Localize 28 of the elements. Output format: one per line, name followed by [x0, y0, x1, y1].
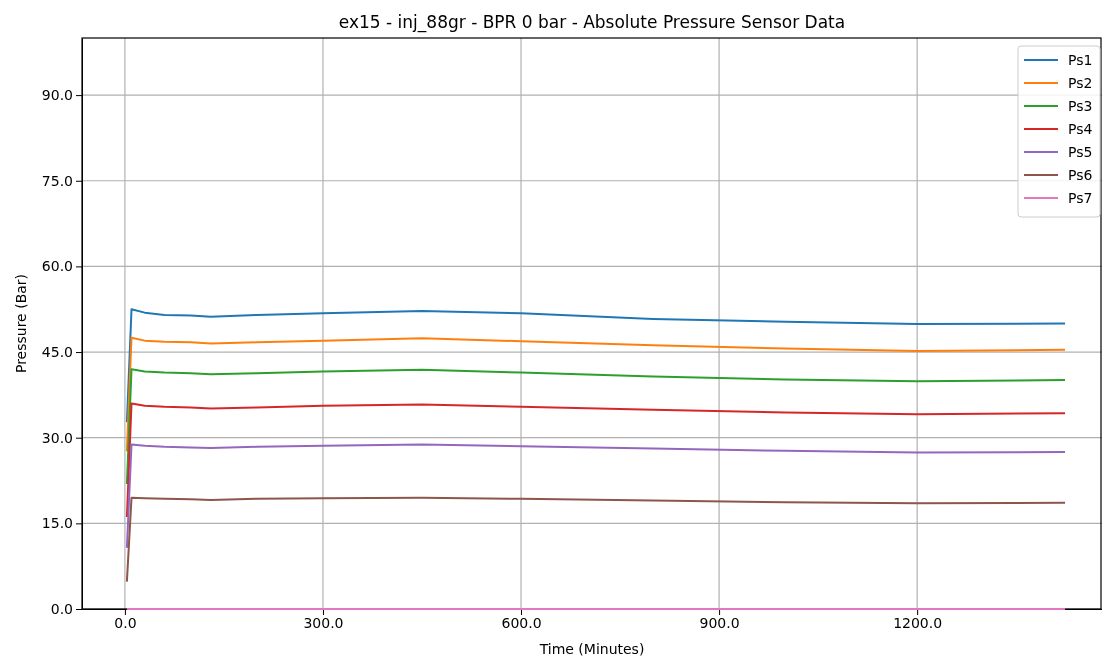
legend-label: Ps3: [1068, 98, 1093, 114]
y-tick-label: 30.0: [41, 429, 73, 446]
line-series: [125, 368, 1067, 485]
legend-label: Ps4: [1068, 121, 1093, 137]
y-tick-label: 15.0: [41, 515, 73, 532]
x-tick-label: 1200.0: [893, 614, 943, 631]
y-tick-label: 45.0: [41, 344, 73, 361]
y-tick-label: 0.0: [50, 600, 73, 617]
x-tick-label: 0.0: [114, 614, 137, 631]
y-tick-label: 75.0: [41, 172, 73, 189]
line-series: [125, 402, 1067, 519]
y-tick-label: 60.0: [41, 258, 73, 275]
line-series: [125, 308, 1067, 424]
y-tick-label: 90.0: [41, 87, 73, 104]
legend-label: Ps2: [1068, 75, 1093, 91]
x-tick-label: 300.0: [303, 614, 344, 631]
legend-label: Ps5: [1068, 144, 1093, 160]
legend-label: Ps7: [1068, 190, 1093, 206]
line-series: [125, 496, 1067, 583]
chart-title: ex15 - inj_88gr - BPR 0 bar - Absolute Pressure Sensor Data: [338, 12, 846, 33]
line-series: [125, 336, 1067, 453]
legend-label: Ps1: [1068, 52, 1093, 68]
x-tick-label: 900.0: [699, 614, 740, 631]
x-tick-label: 600.0: [501, 614, 542, 631]
y-axis-title: Pressure (Bar): [13, 273, 29, 374]
line-series: [125, 443, 1067, 549]
legend-label: Ps6: [1068, 167, 1093, 183]
x-axis-title: Time (Minutes): [538, 641, 645, 657]
